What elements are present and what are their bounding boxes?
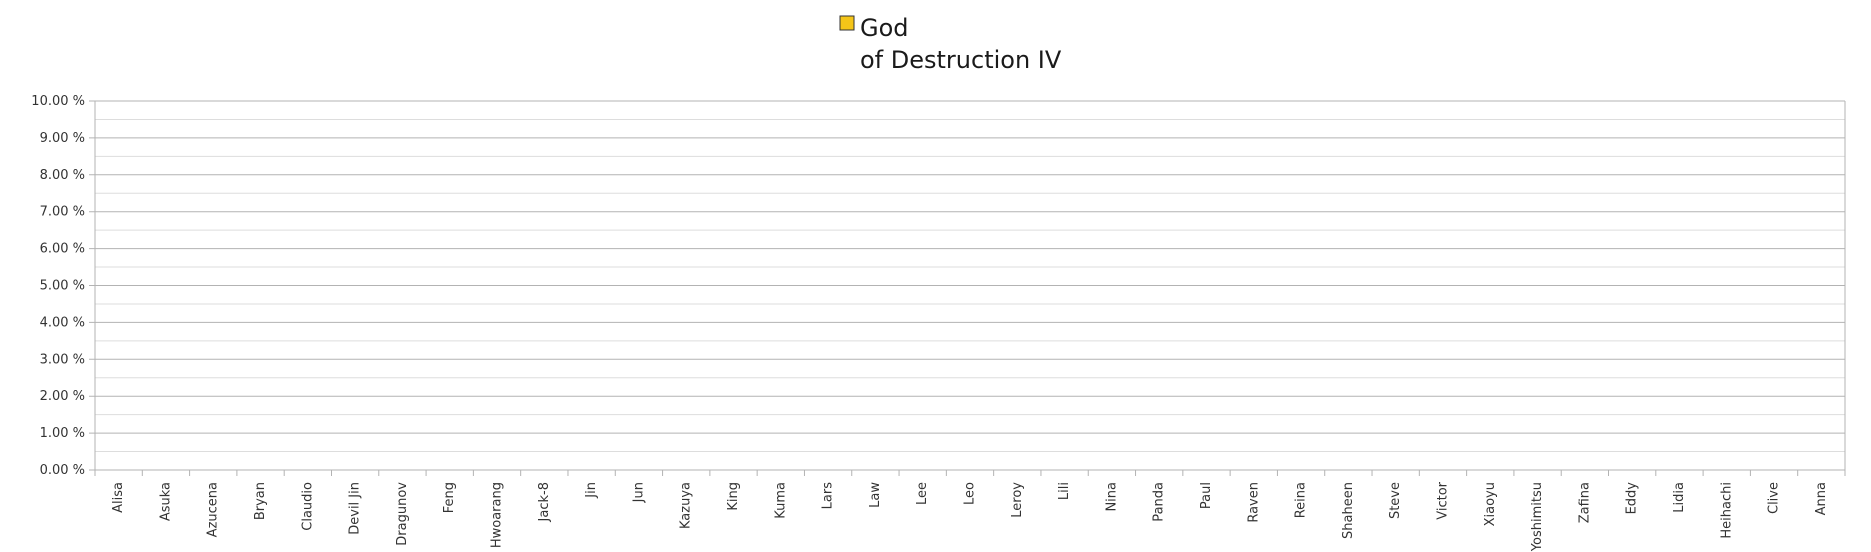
x-category-label: Kuma (773, 482, 788, 519)
x-category-label: Reina (1294, 482, 1309, 518)
x-category-label: Hwoarang (490, 482, 505, 548)
y-tick-label: 3.00 % (40, 352, 85, 367)
legend-swatch (839, 15, 855, 31)
x-category-label: Dragunov (395, 482, 410, 546)
x-category-label: King (726, 482, 741, 511)
x-category-label: Azucena (206, 482, 221, 537)
legend: God of Destruction IV (839, 14, 1062, 74)
x-category-label: Jun (631, 482, 646, 503)
y-tick-label: 4.00 % (40, 315, 85, 330)
x-category-label: Asuka (158, 482, 173, 521)
y-tick-label: 0.00 % (40, 463, 85, 478)
x-category-label: Law (868, 482, 883, 508)
x-category-label: Victor (1435, 481, 1450, 519)
x-category-label: Nina (1104, 482, 1119, 512)
x-category-label: Xiaoyu (1483, 482, 1498, 526)
y-tick-label: 9.00 % (40, 131, 85, 146)
x-category-label: Lidia (1672, 482, 1687, 513)
x-category-label: Lars (821, 482, 836, 510)
y-tick-label: 2.00 % (40, 389, 85, 404)
x-category-label: Leroy (1010, 482, 1025, 518)
plot-area: 0.00 % 1.00 % 2.00 % 3.00 % 4.00 % 5.00 % 6.00… (31, 94, 1846, 552)
x-category-label: Raven (1246, 482, 1261, 523)
x-category-label: Steve (1388, 482, 1403, 519)
y-tick-label: 10.00 % (31, 94, 85, 109)
x-category-label: Yoshimitsu (1530, 482, 1545, 552)
x-category-label: Lee (915, 482, 930, 505)
x-category-label: Eddy (1625, 482, 1640, 515)
x-category-label: Feng (442, 482, 457, 513)
x-category-label: Leo (963, 482, 978, 505)
x-category-label: Jin (584, 482, 599, 499)
x-category-label: Lili (1057, 482, 1072, 500)
x-category-label: Zafina (1577, 482, 1592, 523)
x-category-label: Jack-8 (537, 482, 552, 522)
x-category-label: Kazuya (679, 482, 694, 529)
x-category-label: Devil Jin (348, 482, 363, 535)
x-category-label: Alisa (111, 482, 126, 513)
x-category-label: Claudio (300, 482, 315, 531)
x-category-label: Panda (1152, 482, 1167, 522)
x-category-label: Heihachi (1719, 482, 1734, 539)
y-tick-label: 5.00 % (40, 279, 85, 294)
y-tick-label: 6.00 % (40, 242, 85, 257)
y-tick-label: 8.00 % (40, 168, 85, 183)
x-category-label: Bryan (253, 482, 268, 520)
x-category-label: Shaheen (1341, 482, 1356, 539)
legend-label-line1: God (860, 14, 909, 42)
y-tick-label: 1.00 % (40, 426, 85, 441)
y-tick-label: 7.00 % (40, 205, 85, 220)
x-category-label: Paul (1199, 482, 1214, 509)
x-category-label: Clive (1767, 482, 1782, 514)
legend-label-line2: of Destruction IV (860, 46, 1062, 74)
x-category-label: Anna (1814, 482, 1829, 515)
